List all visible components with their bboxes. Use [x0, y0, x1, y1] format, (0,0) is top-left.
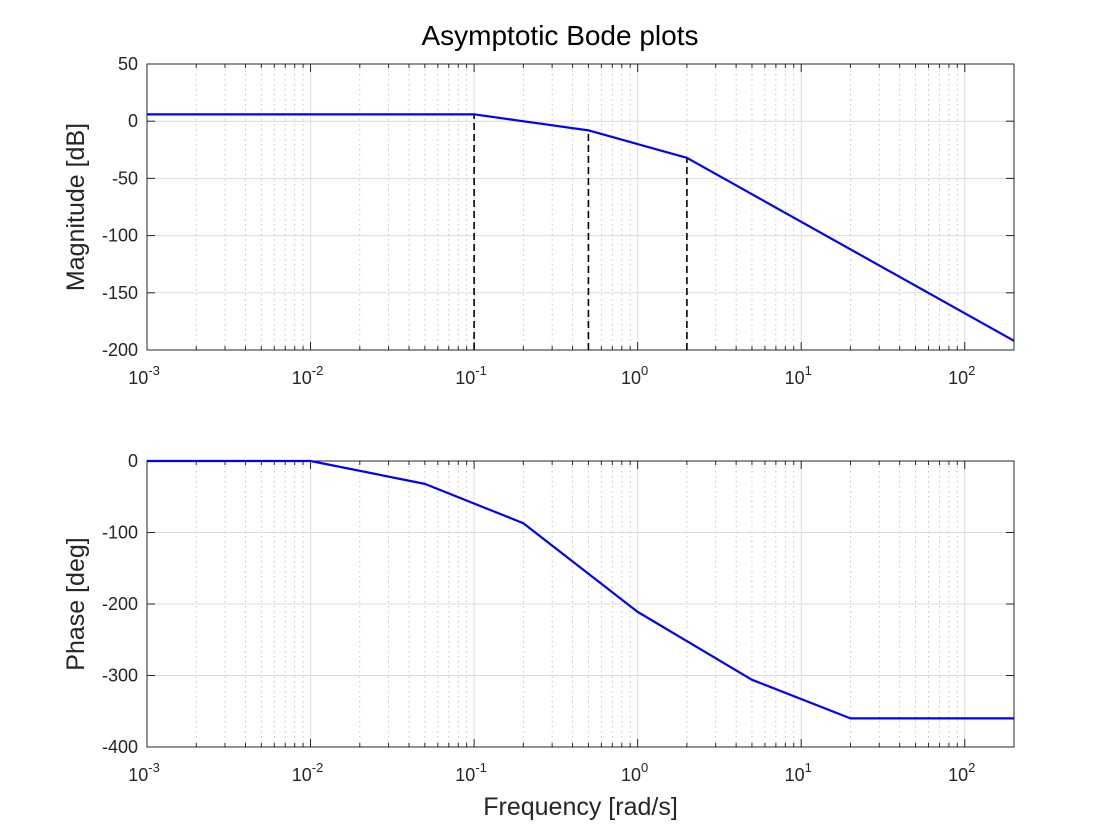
magnitude-y-tick-label: -50 — [112, 168, 138, 188]
magnitude-ylabel: Magnitude [dB] — [62, 123, 90, 291]
phase-x-tick-base: 10 — [292, 765, 312, 785]
magnitude-x-tick-base: 10 — [785, 368, 805, 388]
magnitude-y-tick-label: -100 — [102, 226, 138, 246]
magnitude-y-tick-label: 50 — [118, 54, 138, 74]
magnitude-y-tick-label: -200 — [102, 340, 138, 360]
magnitude-plot-area — [147, 64, 1014, 350]
magnitude-x-tick-exponent: -2 — [312, 363, 324, 378]
phase-x-tick-exponent: -2 — [312, 760, 324, 775]
phase-y-tick-label: 0 — [128, 451, 138, 471]
magnitude-x-tick-label: 102 — [948, 363, 975, 388]
magnitude-x-tick-base: 10 — [455, 368, 475, 388]
magnitude-y-tick-label: 0 — [128, 111, 138, 131]
phase-x-tick-base: 10 — [948, 765, 968, 785]
phase-y-tick-label: -100 — [102, 523, 138, 543]
magnitude-x-tick-label: 100 — [621, 363, 648, 388]
phase-x-tick-label: 100 — [621, 760, 648, 785]
magnitude-tick-marks — [146, 63, 1015, 351]
phase-x-tick-label: 102 — [948, 760, 975, 785]
magnitude-x-tick-exponent: 2 — [968, 363, 975, 378]
magnitude-x-tick-base: 10 — [292, 368, 312, 388]
figure-title: Asymptotic Bode plots — [421, 20, 698, 51]
magnitude-x-tick-base: 10 — [948, 368, 968, 388]
phase-x-tick-exponent: -1 — [475, 760, 487, 775]
phase-x-tick-base: 10 — [621, 765, 641, 785]
phase-x-tick-label: 10-2 — [292, 760, 324, 785]
phase-axes: 10-3 10-2 10-1 100 101 1020-100-200-300-400Ph… — [62, 451, 1015, 821]
magnitude-x-tick-base: 10 — [128, 368, 148, 388]
phase-x-tick-exponent: 1 — [805, 760, 812, 775]
phase-x-tick-exponent: 2 — [968, 760, 975, 775]
phase-x-tick-label: 10-3 — [128, 760, 160, 785]
phase-x-tick-label: 101 — [785, 760, 812, 785]
magnitude-x-tick-base: 10 — [621, 368, 641, 388]
phase-x-tick-base: 10 — [785, 765, 805, 785]
magnitude-x-tick-label: 10-3 — [128, 363, 160, 388]
magnitude-x-tick-label: 10-1 — [455, 363, 487, 388]
magnitude-x-tick-exponent: 1 — [805, 363, 812, 378]
phase-y-tick-label: -400 — [102, 737, 138, 757]
phase-y-tick-label: -300 — [102, 666, 138, 686]
phase-x-tick-base: 10 — [455, 765, 475, 785]
magnitude-y-tick-label: -150 — [102, 283, 138, 303]
magnitude-x-tick-exponent: -3 — [148, 363, 160, 378]
phase-y-tick-label: -200 — [102, 594, 138, 614]
magnitude-x-tick-exponent: -1 — [475, 363, 487, 378]
phase-tick-marks — [146, 460, 1015, 748]
magnitude-axes-box — [146, 63, 1015, 351]
phase-series-line — [147, 459, 1014, 720]
phase-xlabel: Frequency [rad/s] — [483, 793, 678, 821]
magnitude-x-tick-label: 101 — [785, 363, 812, 388]
phase-x-tick-exponent: -3 — [148, 760, 160, 775]
magnitude-x-tick-exponent: 0 — [641, 363, 648, 378]
magnitude-x-tick-label: 10-2 — [292, 363, 324, 388]
phase-x-tick-exponent: 0 — [641, 760, 648, 775]
phase-ylabel: Phase [deg] — [62, 537, 90, 670]
phase-x-tick-label: 10-1 — [455, 760, 487, 785]
magnitude-axes: 10-3 10-2 10-1 100 101 102500-50-100-150-200M… — [62, 54, 1015, 388]
phase-x-tick-base: 10 — [128, 765, 148, 785]
